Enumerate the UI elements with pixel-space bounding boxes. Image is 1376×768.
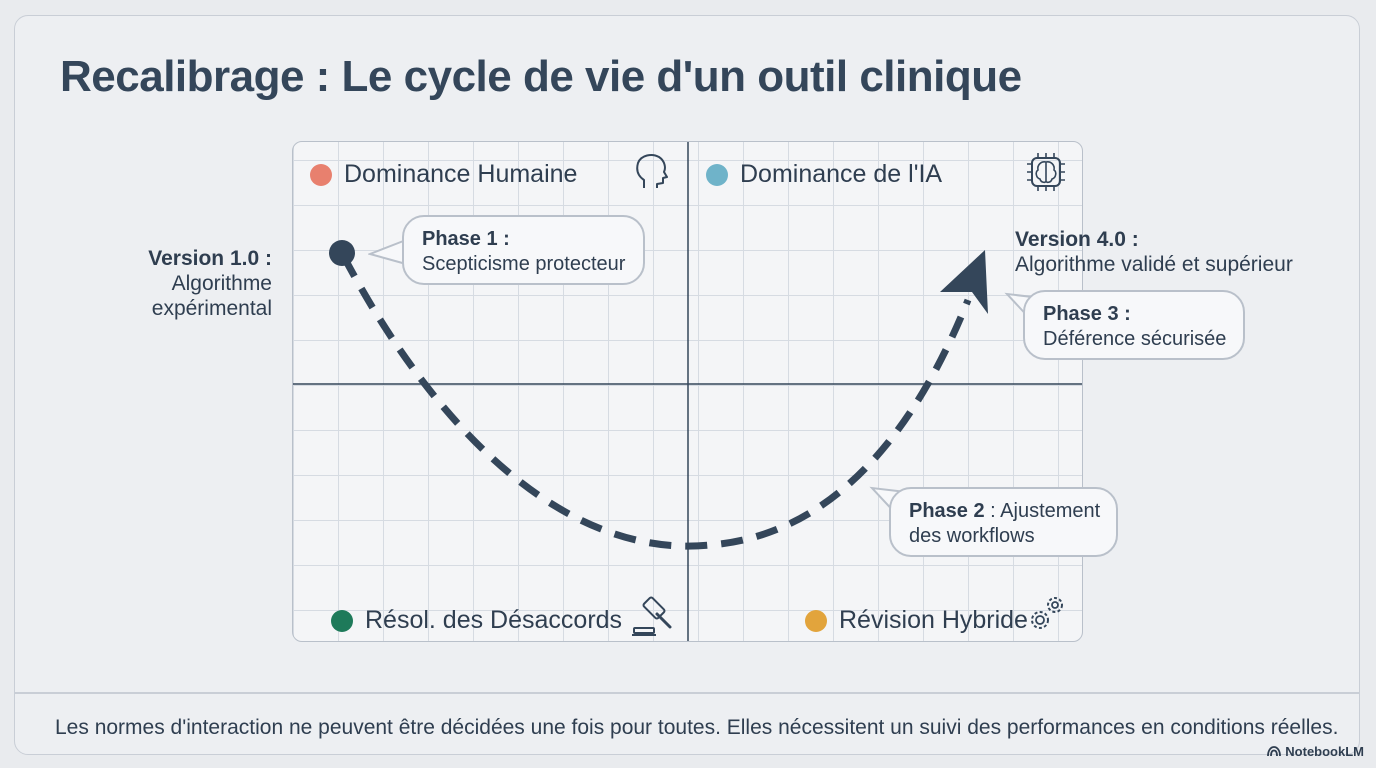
- start-note-heading: Version 1.0 :: [148, 247, 272, 270]
- start-note-line1: Algorithme: [171, 272, 272, 295]
- quadrant-title: Résol. des Désaccords: [365, 606, 623, 634]
- human-head-icon: [636, 154, 668, 188]
- ai-brain-chip-icon: [1027, 153, 1065, 191]
- end-note: Version 4.0 : Algorithme validé et supér…: [1015, 227, 1293, 277]
- phase1-bubble: Phase 1 : Scepticisme protecteur: [402, 215, 645, 285]
- footer-divider: [14, 692, 1360, 694]
- notebooklm-logo-icon: [1267, 746, 1282, 757]
- start-note-line2: expérimental: [151, 297, 272, 320]
- quadrant-label-hybrid: Révision Hybride: [805, 606, 1028, 635]
- quadrant-grid: [292, 141, 1083, 642]
- quadrant-title: Révision Hybride: [839, 606, 1028, 634]
- end-note-line1: Algorithme validé et supérieur: [1015, 253, 1293, 276]
- ai-dot: [706, 163, 728, 186]
- footer-text: Les normes d'interaction ne peuvent être…: [55, 716, 1339, 739]
- phase2-inline: : Ajustement: [984, 500, 1101, 522]
- disagreement-dot: [331, 609, 353, 632]
- phase1-tail: [368, 239, 407, 265]
- quadrant-label-disagreement: Résol. des Désaccords: [331, 606, 622, 635]
- end-note-heading: Version 4.0 :: [1015, 228, 1139, 251]
- phase3-heading: Phase 3 :: [1043, 303, 1131, 325]
- phase2-bubble: Phase 2 : Ajustement des workflows: [889, 487, 1118, 557]
- phase3-text: Déférence sécurisée: [1043, 328, 1227, 350]
- phase1-text: Scepticisme protecteur: [422, 253, 626, 275]
- page-title: Recalibrage : Le cycle de vie d'un outil…: [60, 52, 1022, 101]
- quadrant-label-human: Dominance Humaine: [310, 160, 577, 189]
- brand-watermark: NotebookLM: [1267, 744, 1364, 759]
- brand-name: NotebookLM: [1285, 744, 1364, 759]
- phase2-text: des workflows: [909, 525, 1035, 547]
- phase1-heading: Phase 1 :: [422, 228, 510, 250]
- start-note: Version 1.0 : Algorithme expérimental: [120, 246, 272, 321]
- phase2-heading: Phase 2: [909, 500, 985, 522]
- gears-icon: [1031, 597, 1063, 629]
- quadrant-title: Dominance Humaine: [344, 160, 578, 188]
- quadrant-title: Dominance de l'IA: [740, 160, 943, 188]
- quadrant-label-ai: Dominance de l'IA: [706, 160, 942, 189]
- phase3-bubble: Phase 3 : Déférence sécurisée: [1023, 290, 1245, 360]
- gavel-icon: [632, 596, 672, 636]
- hybrid-dot: [805, 609, 827, 632]
- human-dot: [310, 163, 332, 186]
